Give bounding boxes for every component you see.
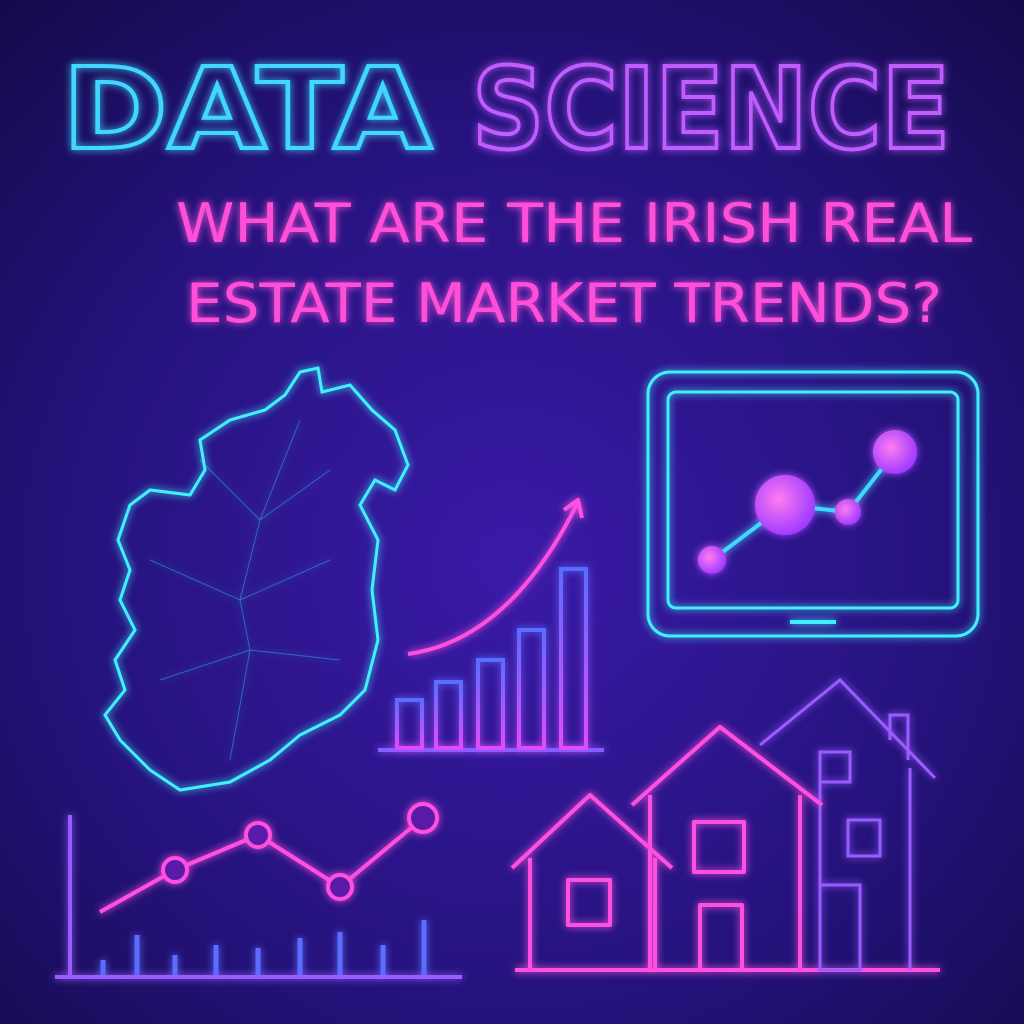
line-dot: [326, 873, 354, 901]
house-left: [510, 793, 674, 970]
tablet-dot: [698, 546, 726, 574]
houses-icon: [510, 677, 940, 972]
bar-icon: [395, 698, 424, 750]
bar-icon: [476, 658, 505, 750]
door: [818, 883, 862, 972]
house-middle: [630, 725, 824, 970]
tablet-screen: [666, 390, 960, 610]
tablet-dot: [835, 499, 861, 525]
small-bars: [100, 920, 427, 975]
house-right: [759, 677, 937, 970]
ireland-map: [103, 366, 410, 792]
line-dot: [244, 821, 272, 849]
door: [698, 903, 744, 972]
question: WHAT ARE THE IRISH REAL ESTATE MARKET TR…: [176, 192, 972, 335]
tablet-dot: [755, 475, 815, 535]
tablet-frame: [646, 370, 980, 638]
map-mesh: [149, 419, 341, 761]
title-word: DATA: [62, 45, 432, 175]
tablet-icon: [646, 370, 980, 638]
title: DATA SCIENCE: [60, 43, 952, 177]
trend-arrow: [407, 501, 580, 656]
window: [566, 878, 612, 927]
bar-icon: [434, 680, 463, 750]
window: [846, 818, 882, 858]
line-dot: [161, 856, 189, 884]
tablet-dot: [873, 430, 917, 474]
tablet-line: [710, 450, 897, 562]
question-line: WHAT ARE THE IRISH REAL: [176, 192, 972, 255]
line-chart-icon: [55, 802, 462, 979]
arrow-head: [562, 498, 584, 519]
map-outline: [103, 366, 410, 792]
window: [692, 820, 746, 874]
question-line: ESTATE MARKET TRENDS?: [186, 272, 942, 335]
bar-icon: [517, 628, 546, 750]
line-dot: [407, 802, 439, 834]
window: [818, 750, 852, 784]
bar-chart-icon: [378, 498, 604, 752]
title-word: SCIENCE: [472, 45, 950, 175]
bar-icon: [559, 567, 588, 750]
